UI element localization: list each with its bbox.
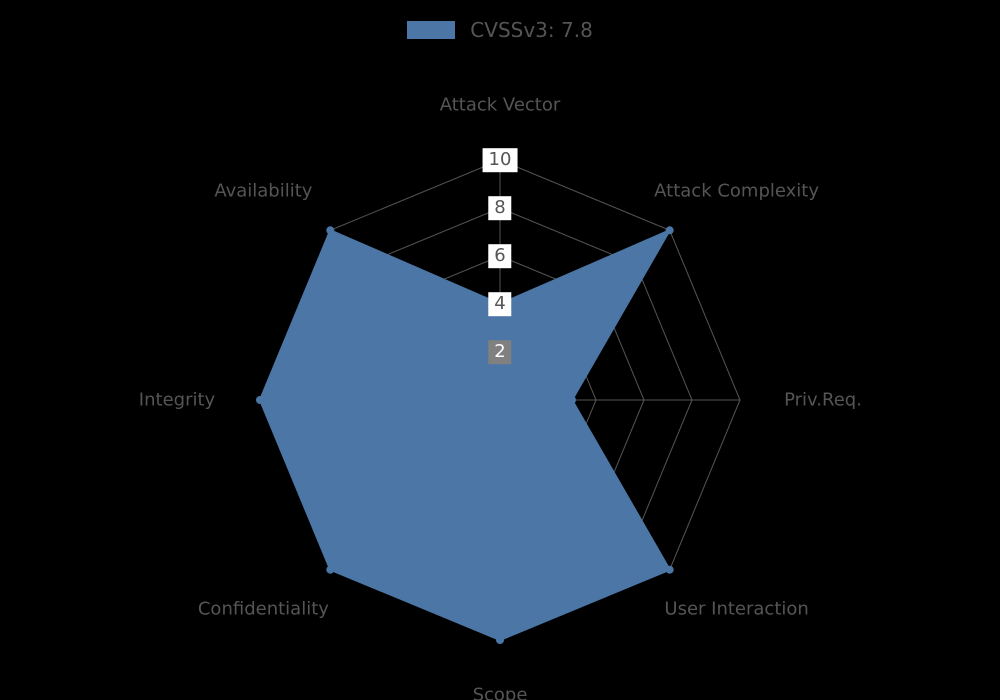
axis-label: Integrity — [139, 390, 215, 411]
radar-chart: CVSSv3: 7.8 Attack Vector Attack Complexi… — [0, 0, 1000, 700]
axis-label: Attack Complexity — [654, 181, 819, 202]
tick-label: 8 — [488, 196, 511, 220]
legend-swatch — [407, 21, 455, 39]
tick-label: 10 — [483, 148, 518, 172]
axis-label: Availability — [214, 181, 312, 202]
axis-label: Priv.Req. — [784, 390, 862, 411]
legend: CVSSv3: 7.8 — [0, 18, 1000, 42]
axis-label: Attack Vector — [440, 95, 561, 116]
tick-label: 6 — [488, 244, 511, 268]
axis-label: User Interaction — [664, 598, 808, 619]
tick-label: 4 — [488, 292, 511, 316]
axis-label: Confidentiality — [198, 598, 329, 619]
tick-label: 2 — [488, 340, 511, 364]
axis-label: Scope — [473, 685, 528, 700]
legend-label: CVSSv3: 7.8 — [470, 18, 593, 42]
